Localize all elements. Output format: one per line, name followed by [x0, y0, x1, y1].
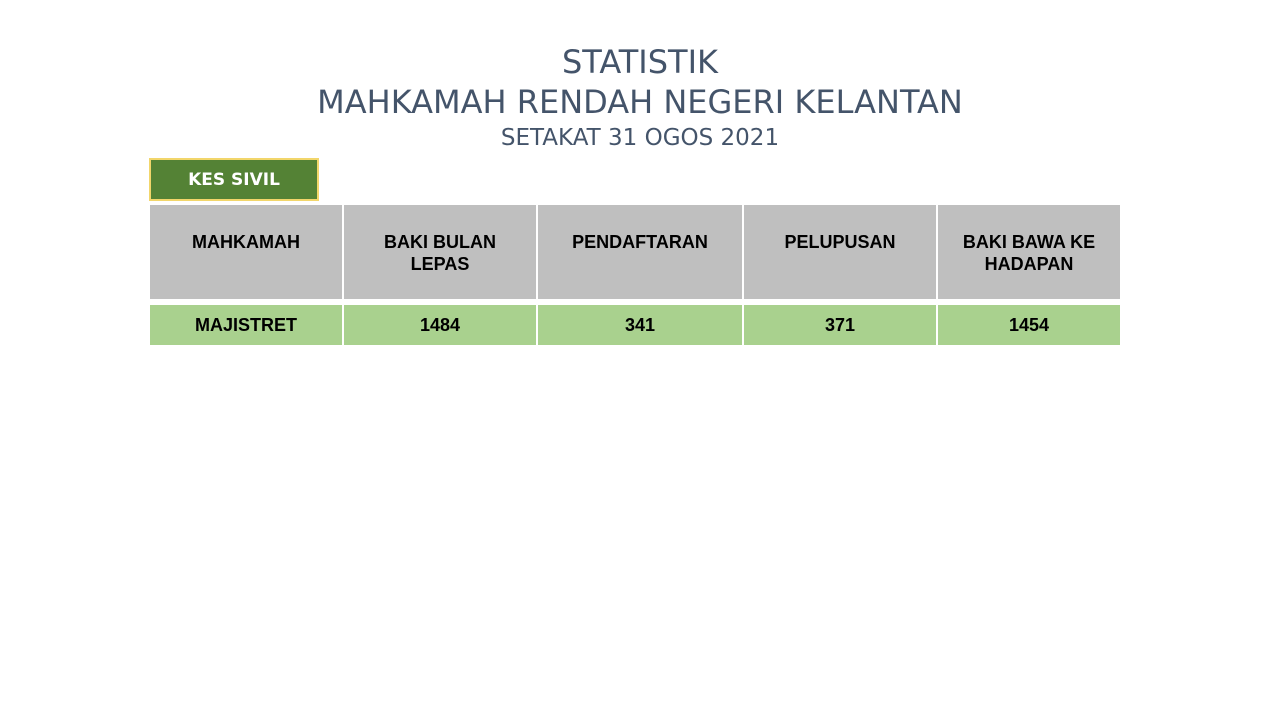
cell-baki-bulan-lepas: 1484 [342, 303, 538, 347]
page-title: STATISTIK [561, 43, 719, 81]
column-header-baki-bawa-ke-hadapan: BAKI BAWA KE HADAPAN [936, 203, 1122, 301]
page-subtitle: MAHKAMAH RENDAH NEGERI KELANTAN [317, 83, 963, 121]
column-header-baki-bulan-lepas: BAKI BULAN LEPAS [342, 203, 538, 301]
row-spacer [149, 300, 1121, 304]
cell-pelupusan: 371 [742, 303, 938, 347]
cell-pendaftaran: 341 [536, 303, 744, 347]
cell-baki-bawa-ke-hadapan: 1454 [936, 303, 1122, 347]
column-header-pelupusan: PELUPUSAN [742, 203, 938, 301]
column-header-mahkamah: MAHKAMAH [148, 203, 344, 301]
case-type-tag: KES SIVIL [149, 158, 319, 201]
cell-mahkamah: MAJISTRET [148, 303, 344, 347]
date-caption: SETAKAT 31 OGOS 2021 [500, 125, 780, 151]
table-header-row: MAHKAMAH BAKI BULAN LEPAS PENDAFTARAN PE… [148, 203, 1122, 301]
column-header-pendaftaran: PENDAFTARAN [536, 203, 744, 301]
statistics-table: MAHKAMAH BAKI BULAN LEPAS PENDAFTARAN PE… [148, 203, 1122, 347]
table-row: MAJISTRET 1484 341 371 1454 [148, 303, 1122, 347]
